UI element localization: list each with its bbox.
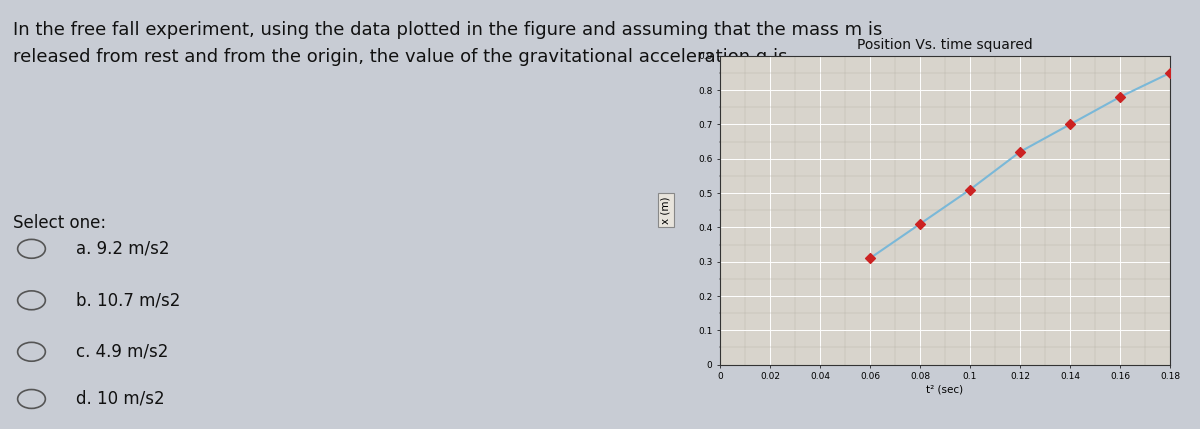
Text: In the free fall experiment, using the data plotted in the figure and assuming t: In the free fall experiment, using the d… <box>12 21 882 66</box>
Point <box>1061 121 1080 128</box>
Text: Select one:: Select one: <box>12 214 106 233</box>
X-axis label: t² (sec): t² (sec) <box>926 384 964 394</box>
Point <box>960 186 979 193</box>
Point <box>860 255 880 262</box>
Text: c. 4.9 m/s2: c. 4.9 m/s2 <box>76 343 168 361</box>
Text: a. 9.2 m/s2: a. 9.2 m/s2 <box>76 240 169 258</box>
Point <box>911 221 930 227</box>
Point <box>1160 69 1180 76</box>
Text: b. 10.7 m/s2: b. 10.7 m/s2 <box>76 291 180 309</box>
Text: x (m): x (m) <box>661 196 671 224</box>
Point <box>1010 148 1030 155</box>
Point <box>1110 94 1129 100</box>
Text: d. 10 m/s2: d. 10 m/s2 <box>76 390 164 408</box>
Title: Position Vs. time squared: Position Vs. time squared <box>857 38 1033 52</box>
